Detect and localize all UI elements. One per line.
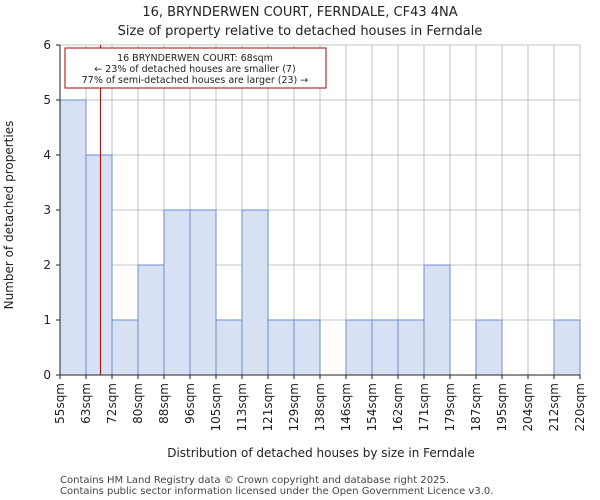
x-tick-label-129sqm: 129sqm: [287, 383, 301, 431]
bar-162sqm: [397, 319, 425, 376]
bar-146sqm: [345, 319, 373, 376]
x-tick-label-162sqm: 162sqm: [391, 383, 405, 431]
bar-212sqm: [553, 319, 581, 376]
bars: [59, 99, 581, 376]
x-tick-label-55sqm: 55sqm: [53, 383, 67, 424]
x-tick-label-80sqm: 80sqm: [131, 383, 145, 424]
annotation-line-3: 77% of semi-detached houses are larger (…: [82, 75, 309, 86]
bar-154sqm: [371, 319, 399, 376]
x-tick-label-63sqm: 63sqm: [79, 383, 93, 424]
chart-subtitle: Size of property relative to detached ho…: [118, 24, 483, 39]
x-tick-label-154sqm: 154sqm: [365, 383, 379, 431]
x-tick-label-212sqm: 212sqm: [547, 383, 561, 431]
bar-113sqm: [241, 209, 269, 376]
x-tick-label-204sqm: 204sqm: [521, 383, 535, 431]
bar-121sqm: [267, 319, 295, 376]
x-tick-label-187sqm: 187sqm: [469, 383, 483, 431]
bar-55sqm: [59, 99, 87, 376]
bar-129sqm: [293, 319, 321, 376]
y-tick-label-6: 6: [43, 38, 51, 52]
x-tick-label-105sqm: 105sqm: [209, 383, 223, 431]
x-tick-label-195sqm: 195sqm: [495, 383, 509, 431]
x-tick-label-179sqm: 179sqm: [443, 383, 457, 431]
y-tick-label-5: 5: [43, 93, 51, 107]
x-tick-label-96sqm: 96sqm: [183, 383, 197, 424]
bar-105sqm: [215, 319, 243, 376]
annotation-line-1: 16 BRYNDERWEN COURT: 68sqm: [117, 53, 273, 64]
x-axis-label: Distribution of detached houses by size …: [167, 446, 475, 460]
annotation-box: 16 BRYNDERWEN COURT: 68sqm ← 23% of deta…: [64, 47, 327, 89]
bar-63sqm: [85, 154, 113, 376]
bar-88sqm: [163, 209, 191, 376]
y-tick-label-4: 4: [43, 148, 51, 162]
y-tick-label-0: 0: [43, 368, 51, 382]
y-axis-label: Number of detached properties: [2, 121, 16, 310]
annotation-border: [64, 47, 327, 89]
x-tick-label-146sqm: 146sqm: [339, 383, 353, 431]
annotation-line-2: ← 23% of detached houses are smaller (7): [94, 64, 295, 75]
x-tick-label-72sqm: 72sqm: [105, 383, 119, 424]
footer-line-2: Contains public sector information licen…: [60, 486, 493, 497]
x-ticks: 55sqm 63sqm 72sqm 80sqm 88sqm 96sqm 105sqm 113s…: [53, 375, 587, 431]
y-tick-label-1: 1: [43, 313, 51, 327]
bar-72sqm: [111, 319, 139, 376]
bar-187sqm: [475, 319, 503, 376]
x-tick-label-138sqm: 138sqm: [313, 383, 327, 431]
bar-80sqm: [137, 264, 165, 376]
y-ticks: 0 1 2 3 4 5 6: [43, 38, 60, 382]
y-tick-label-2: 2: [43, 258, 51, 272]
bar-96sqm: [189, 209, 217, 376]
y-tick-label-3: 3: [43, 203, 51, 217]
chart-title: 16, BRYNDERWEN COURT, FERNDALE, CF43 4NA: [142, 5, 457, 20]
x-tick-label-88sqm: 88sqm: [157, 383, 171, 424]
x-tick-label-220sqm: 220sqm: [573, 383, 587, 431]
footer-line-1: Contains HM Land Registry data © Crown c…: [60, 475, 449, 486]
x-tick-label-171sqm: 171sqm: [417, 383, 431, 431]
x-tick-label-113sqm: 113sqm: [235, 383, 249, 431]
bar-171sqm: [423, 264, 451, 376]
x-tick-label-121sqm: 121sqm: [261, 383, 275, 431]
